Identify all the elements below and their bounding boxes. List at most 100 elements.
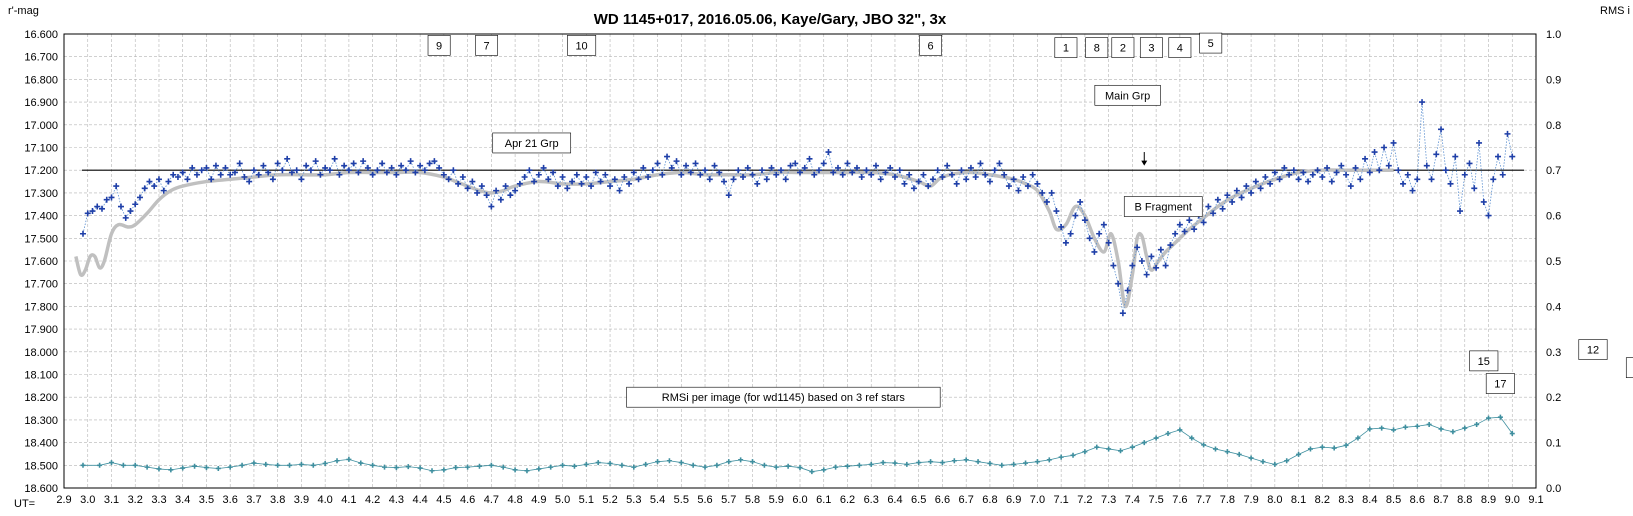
annotation-box: B Fragment	[1123, 196, 1203, 217]
annotation-frame	[1094, 84, 1161, 106]
annotation-frame	[1578, 339, 1608, 360]
magnitude-point	[825, 149, 832, 156]
magnitude-point	[393, 171, 400, 178]
magnitude-point	[626, 180, 633, 187]
rms-point	[536, 466, 542, 472]
rms-point	[726, 459, 732, 465]
x-axis-prefix-label: UT=	[14, 498, 35, 510]
left-tick-label: 17.500	[24, 233, 58, 245]
magnitude-point	[1447, 180, 1454, 187]
left-tick-label: 18.000	[24, 347, 58, 359]
rms-point	[761, 462, 767, 468]
left-tick-label: 16.900	[24, 97, 58, 109]
rms-point	[690, 462, 696, 468]
annotation-frame	[1625, 357, 1633, 378]
x-tick-label: 4.8	[507, 494, 522, 506]
magnitude-point	[1238, 194, 1245, 201]
magnitude-point	[146, 178, 153, 185]
annotation-label: 2	[1120, 43, 1126, 55]
rms-point	[80, 462, 86, 468]
magnitude-point	[616, 187, 623, 194]
x-tick-label: 8.3	[1338, 494, 1353, 506]
magnitude-point	[749, 171, 756, 178]
magnitude-point	[683, 162, 690, 169]
magnitude-point	[1043, 198, 1050, 205]
magnitude-point	[279, 167, 286, 174]
left-tick-label: 16.800	[24, 74, 58, 86]
annotation-frame	[626, 386, 941, 408]
magnitude-point	[1181, 228, 1188, 235]
left-tick-label: 17.000	[24, 120, 58, 132]
magnitude-point	[436, 164, 443, 171]
rms-point	[833, 464, 839, 470]
magnitude-point	[1305, 178, 1312, 185]
magnitude-point	[754, 180, 761, 187]
x-tick-label: 7.1	[1054, 494, 1069, 506]
rms-point	[120, 462, 126, 468]
magnitude-point	[1210, 210, 1217, 217]
magnitude-point	[573, 171, 580, 178]
magnitude-point	[706, 176, 713, 183]
rms-point	[97, 462, 103, 468]
magnitude-point	[260, 162, 267, 169]
rms-point	[750, 459, 756, 465]
magnitude-point	[1024, 183, 1031, 190]
x-tick-label: 8.5	[1386, 494, 1401, 506]
rms-point	[1450, 429, 1456, 435]
annotation-box: 7	[475, 35, 499, 56]
magnitude-point	[350, 160, 357, 167]
right-tick-label: 0.7	[1546, 165, 1561, 177]
x-tick-label: 8.1	[1291, 494, 1306, 506]
rms-point	[358, 460, 364, 466]
rms-point	[1497, 414, 1503, 420]
x-tick-label: 5.1	[579, 494, 594, 506]
rms-point	[714, 462, 720, 468]
x-tick-label: 9.1	[1528, 494, 1543, 506]
magnitude-point	[431, 158, 438, 165]
right-tick-label: 0.4	[1546, 301, 1561, 313]
magnitude-point	[1058, 223, 1065, 230]
rms-point	[192, 463, 198, 469]
annotation-label: 10	[575, 40, 587, 52]
magnitude-point	[398, 162, 405, 169]
magnitude-point	[222, 164, 229, 171]
left-tick-label: 18.500	[24, 460, 58, 472]
magnitude-point	[792, 160, 799, 167]
rms-point	[1094, 444, 1100, 450]
annotation-label: 6	[928, 40, 934, 52]
magnitude-point	[193, 171, 200, 178]
annotation-frame	[1469, 350, 1499, 372]
magnitude-point	[967, 164, 974, 171]
magnitude-point	[972, 174, 979, 181]
annotation-frame	[1085, 37, 1109, 58]
magnitude-point	[1328, 178, 1335, 185]
annotation-frame	[1123, 196, 1203, 217]
magnitude-point	[1072, 212, 1079, 219]
magnitude-point	[507, 192, 514, 199]
rms-point	[1248, 455, 1254, 461]
rms-point	[215, 465, 221, 471]
rms-point	[1391, 427, 1397, 433]
magnitude-point	[815, 167, 822, 174]
annotation-label: 9	[436, 40, 442, 52]
rms-point	[655, 459, 661, 465]
x-tick-label: 6.3	[864, 494, 879, 506]
plot-frame	[63, 33, 1537, 489]
magnitude-point	[459, 174, 466, 181]
magnitude-point	[331, 155, 338, 162]
rms-point	[1379, 425, 1385, 431]
magnitude-point	[94, 203, 101, 210]
magnitude-point	[1252, 178, 1259, 185]
x-tick-label: 4.9	[531, 494, 546, 506]
x-tick-label: 7.5	[1148, 494, 1163, 506]
magnitude-point	[108, 194, 115, 201]
magnitude-point	[521, 174, 528, 181]
annotation-frame	[1199, 32, 1223, 54]
magnitude-point	[526, 167, 533, 174]
annotation-box: 15	[1469, 350, 1499, 372]
magnitude-point	[1110, 262, 1117, 269]
rms-point	[892, 460, 898, 466]
magnitude-point	[1452, 153, 1459, 160]
magnitude-point	[759, 167, 766, 174]
magnitude-point	[407, 158, 414, 165]
